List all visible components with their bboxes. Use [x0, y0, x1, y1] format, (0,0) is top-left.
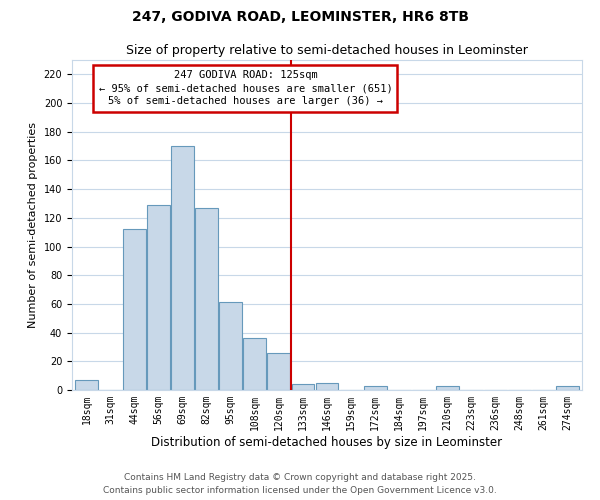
Bar: [556, 386, 579, 390]
Bar: [171, 146, 194, 390]
Text: 247, GODIVA ROAD, LEOMINSTER, HR6 8TB: 247, GODIVA ROAD, LEOMINSTER, HR6 8TB: [131, 10, 469, 24]
Bar: [123, 230, 146, 390]
Bar: [292, 384, 314, 390]
Title: Size of property relative to semi-detached houses in Leominster: Size of property relative to semi-detach…: [126, 44, 528, 58]
Y-axis label: Number of semi-detached properties: Number of semi-detached properties: [28, 122, 38, 328]
Bar: [316, 383, 338, 390]
Bar: [436, 386, 459, 390]
Text: Contains HM Land Registry data © Crown copyright and database right 2025.
Contai: Contains HM Land Registry data © Crown c…: [103, 474, 497, 495]
Bar: [244, 338, 266, 390]
X-axis label: Distribution of semi-detached houses by size in Leominster: Distribution of semi-detached houses by …: [151, 436, 503, 448]
Bar: [220, 302, 242, 390]
Bar: [268, 352, 290, 390]
Bar: [147, 205, 170, 390]
Bar: [75, 380, 98, 390]
Bar: [195, 208, 218, 390]
Bar: [364, 386, 386, 390]
Text: 247 GODIVA ROAD: 125sqm
← 95% of semi-detached houses are smaller (651)
5% of se: 247 GODIVA ROAD: 125sqm ← 95% of semi-de…: [98, 70, 392, 106]
